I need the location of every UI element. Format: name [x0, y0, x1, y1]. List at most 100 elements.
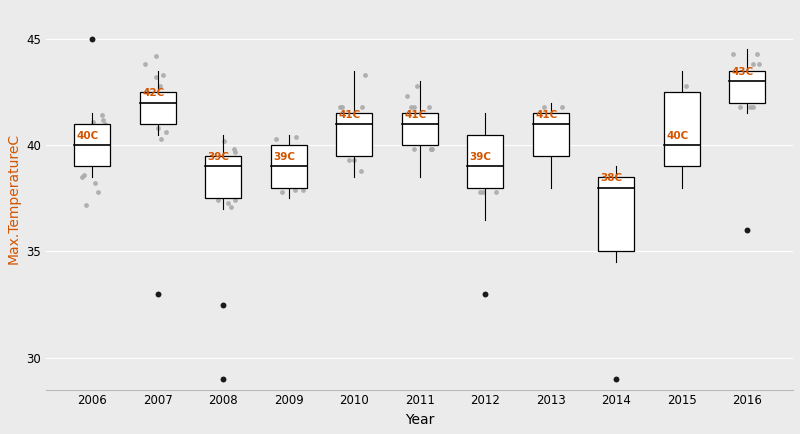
- Bar: [336, 113, 372, 156]
- Point: [664, 135, 677, 142]
- Point: [538, 103, 551, 110]
- Point: [342, 114, 355, 121]
- Point: [95, 112, 108, 119]
- Point: [406, 114, 419, 121]
- Point: [225, 203, 238, 210]
- Point: [276, 188, 289, 195]
- Point: [96, 116, 109, 123]
- Point: [752, 61, 765, 68]
- Point: [686, 146, 699, 153]
- Point: [359, 72, 372, 79]
- Point: [686, 146, 699, 153]
- Point: [80, 129, 93, 136]
- Point: [683, 93, 696, 100]
- Point: [687, 103, 700, 110]
- Point: [734, 103, 746, 110]
- Point: [599, 178, 612, 185]
- Point: [492, 167, 505, 174]
- Point: [558, 125, 570, 132]
- Point: [147, 93, 160, 100]
- Text: 42C: 42C: [142, 89, 165, 99]
- Point: [726, 50, 739, 57]
- Point: [731, 82, 744, 89]
- Point: [279, 155, 292, 161]
- Point: [601, 188, 614, 195]
- Point: [77, 135, 90, 142]
- Text: 41C: 41C: [404, 110, 426, 120]
- Point: [468, 135, 481, 142]
- Point: [351, 125, 364, 132]
- Point: [550, 125, 562, 132]
- Point: [86, 35, 98, 42]
- Point: [92, 152, 105, 159]
- Point: [160, 129, 173, 136]
- Point: [354, 167, 367, 174]
- Point: [270, 135, 282, 142]
- Point: [465, 146, 478, 153]
- Point: [152, 125, 165, 132]
- Point: [605, 199, 618, 206]
- Point: [205, 186, 218, 193]
- Point: [619, 220, 632, 227]
- Text: 38C: 38C: [601, 174, 623, 184]
- Point: [538, 146, 551, 153]
- Point: [211, 169, 224, 176]
- Point: [208, 165, 221, 172]
- Point: [668, 114, 681, 121]
- Bar: [729, 71, 766, 102]
- Point: [350, 135, 362, 142]
- Point: [746, 103, 759, 110]
- Point: [141, 89, 154, 95]
- Point: [217, 375, 230, 382]
- Point: [531, 146, 544, 153]
- Point: [489, 188, 502, 195]
- Point: [670, 125, 683, 132]
- Bar: [74, 124, 110, 166]
- Point: [544, 114, 557, 121]
- Point: [610, 188, 623, 195]
- Point: [421, 135, 434, 142]
- Point: [212, 197, 225, 204]
- Point: [278, 167, 291, 174]
- Point: [146, 116, 158, 123]
- Point: [746, 82, 758, 89]
- Point: [406, 125, 418, 132]
- Point: [291, 178, 304, 185]
- Point: [270, 165, 282, 172]
- Point: [86, 118, 99, 125]
- Point: [99, 140, 112, 147]
- Text: 41C: 41C: [535, 110, 558, 120]
- Point: [534, 125, 547, 132]
- Point: [742, 82, 755, 89]
- Bar: [270, 145, 306, 187]
- Point: [612, 178, 625, 185]
- Point: [222, 199, 234, 206]
- Point: [686, 125, 699, 132]
- Point: [537, 114, 550, 121]
- Point: [271, 167, 284, 174]
- Point: [217, 301, 230, 308]
- Point: [467, 167, 480, 174]
- Point: [558, 114, 571, 121]
- Point: [471, 135, 484, 142]
- Point: [425, 146, 438, 153]
- Point: [78, 171, 90, 178]
- Point: [597, 210, 610, 217]
- Point: [92, 188, 105, 195]
- Point: [278, 178, 291, 185]
- Point: [479, 157, 492, 164]
- Point: [401, 93, 414, 100]
- Point: [358, 135, 371, 142]
- Text: 40C: 40C: [77, 131, 99, 141]
- Point: [84, 161, 97, 168]
- Point: [150, 74, 162, 81]
- Point: [334, 103, 347, 110]
- Point: [347, 125, 360, 132]
- Point: [488, 157, 501, 164]
- Text: 41C: 41C: [338, 110, 361, 120]
- Point: [218, 138, 230, 145]
- Point: [424, 135, 437, 142]
- Point: [407, 146, 420, 153]
- Point: [151, 290, 164, 297]
- Point: [488, 157, 501, 164]
